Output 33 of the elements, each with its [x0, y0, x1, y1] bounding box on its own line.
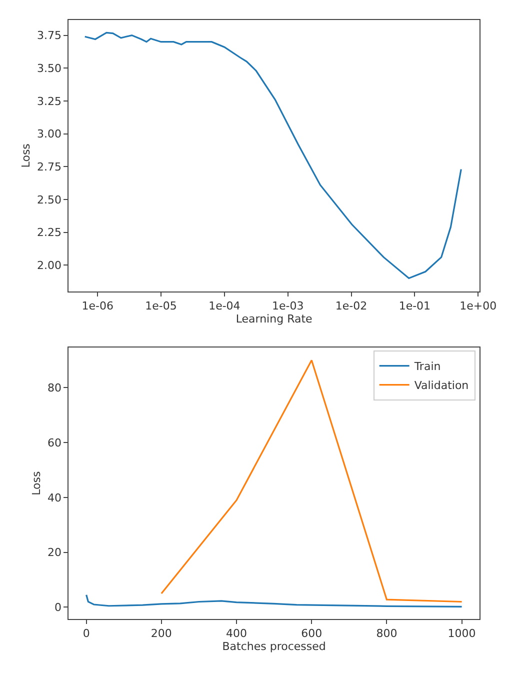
y-tick-label: 0: [54, 601, 62, 614]
y-tick-label: 2.25: [36, 226, 62, 240]
y-tick-label: 2.75: [36, 160, 62, 174]
y-axis-title: Loss: [30, 471, 44, 496]
x-tick-label: 1e-01: [398, 300, 431, 313]
x-tick-label: 1e+00: [460, 300, 497, 313]
x-tick-label: 800: [376, 627, 398, 640]
x-tick-label: 1e-02: [335, 300, 368, 313]
y-tick-label: 3.50: [36, 62, 62, 75]
y-tick-label: 3.25: [36, 94, 62, 108]
y-tick-label: 3.75: [36, 29, 62, 42]
line-series: [86, 594, 463, 608]
x-tick-label: 1000: [448, 627, 476, 640]
y-tick-label: 3.00: [36, 128, 62, 141]
y-tick-label: 2.50: [36, 193, 62, 206]
x-tick-label: 1e-04: [208, 300, 240, 313]
x-tick-label: 600: [301, 627, 322, 640]
x-tick-label: 1e-06: [82, 300, 114, 313]
x-tick-label: 0: [82, 627, 90, 640]
x-axis-title: Batches processed: [222, 640, 326, 654]
x-tick-label: 1e-03: [272, 300, 304, 313]
legend-label: Validation: [414, 379, 469, 392]
x-axis-title: Learning Rate: [236, 312, 313, 326]
legend-label: Train: [413, 360, 441, 374]
y-tick-label: 60: [47, 436, 62, 450]
x-tick-label: 1e-05: [145, 300, 177, 313]
y-tick-label: 2.00: [36, 258, 62, 272]
x-tick-label: 400: [226, 627, 248, 640]
y-tick-label: 40: [47, 491, 62, 504]
y-tick-label: 20: [47, 546, 62, 560]
x-tick-label: 200: [150, 627, 172, 640]
y-tick-label: 80: [47, 382, 62, 395]
y-axis-title: Loss: [20, 143, 33, 168]
